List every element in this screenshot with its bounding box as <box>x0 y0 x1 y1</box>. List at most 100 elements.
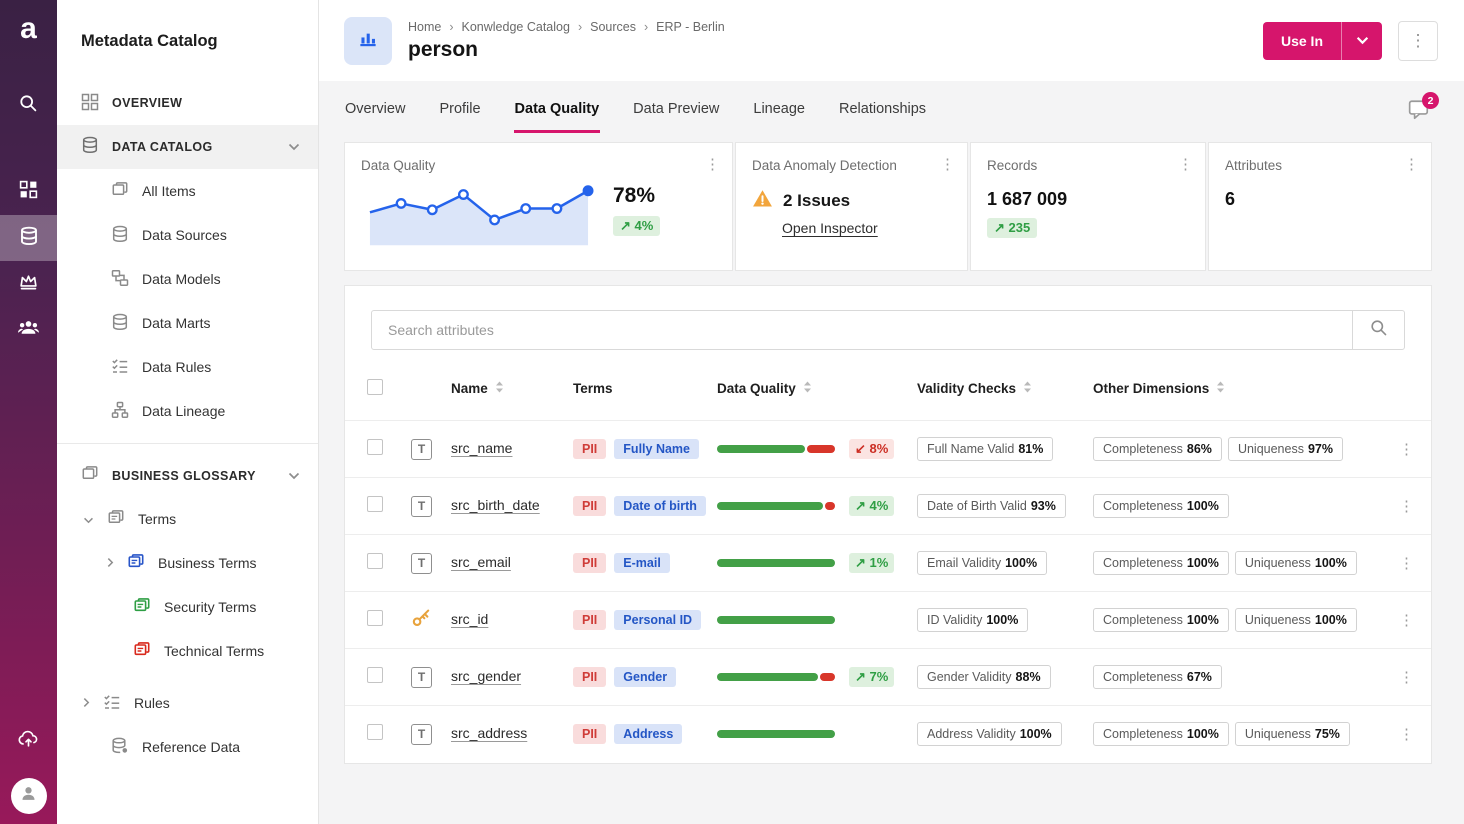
text-type-icon: T <box>411 666 432 688</box>
term-tag[interactable]: E-mail <box>614 553 670 573</box>
sort-by-dimensions[interactable]: Other Dimensions <box>1093 381 1399 396</box>
global-search-button[interactable] <box>0 83 57 129</box>
attribute-name-link[interactable]: src_address <box>451 725 528 741</box>
sort-by-validity[interactable]: Validity Checks <box>917 381 1093 396</box>
card-menu-button[interactable]: ⋮ <box>940 156 955 173</box>
folder-docs-icon <box>107 509 125 529</box>
row-checkbox[interactable] <box>367 723 383 740</box>
sidebar-section-data-catalog[interactable]: DATA CATALOG <box>57 125 318 169</box>
term-tag[interactable]: Personal ID <box>614 610 702 630</box>
row-menu-button[interactable]: ⋮ <box>1399 441 1414 458</box>
notification-count-badge: 2 <box>1422 92 1439 109</box>
breadcrumb-knowledge-catalog[interactable]: Konwledge Catalog <box>441 20 570 34</box>
row-menu-button[interactable]: ⋮ <box>1399 669 1414 686</box>
user-avatar-icon <box>19 784 38 808</box>
sidebar-item-data-models[interactable]: Data Models <box>57 257 318 301</box>
lineage-icon <box>111 401 129 422</box>
tab-overview[interactable]: Overview <box>345 101 406 117</box>
row-menu-button[interactable]: ⋮ <box>1399 498 1414 515</box>
attribute-name-link[interactable]: src_name <box>451 440 513 456</box>
tab-profile[interactable]: Profile <box>439 101 481 117</box>
data-quality-card: Data Quality 78% ↗ 4% ⋮ <box>344 142 733 271</box>
sidebar-item-business-terms[interactable]: Business Terms <box>57 541 318 585</box>
rail-apps-button[interactable] <box>0 169 57 215</box>
sort-by-name[interactable]: Name <box>451 381 573 396</box>
data-quality-bar <box>717 445 835 453</box>
search-submit-button[interactable] <box>1352 311 1404 349</box>
row-checkbox[interactable] <box>367 552 383 569</box>
sidebar-item-label: Technical Terms <box>164 643 265 659</box>
term-tag[interactable]: Fully Name <box>614 439 699 459</box>
sort-by-data-quality[interactable]: Data Quality <box>717 381 917 396</box>
select-all-checkbox[interactable] <box>367 378 383 395</box>
search-input[interactable] <box>372 311 1352 349</box>
breadcrumb-sources[interactable]: Sources <box>570 20 636 34</box>
sidebar-item-reference-data[interactable]: Reference Data <box>57 725 318 769</box>
pii-tag: PII <box>573 724 607 744</box>
column-label: Other Dimensions <box>1093 380 1210 396</box>
open-inspector-link[interactable]: Open Inspector <box>782 220 878 236</box>
row-checkbox[interactable] <box>367 609 383 626</box>
validity-chip: Address Validity 100% <box>917 722 1062 746</box>
term-tag[interactable]: Date of birth <box>614 496 706 516</box>
card-menu-button[interactable]: ⋮ <box>1178 156 1193 173</box>
card-title: Attributes <box>1225 158 1283 173</box>
breadcrumb-erp-berlin[interactable]: ERP - Berlin <box>636 20 725 34</box>
brand-logo[interactable]: a <box>20 11 37 45</box>
sidebar-item-security-terms[interactable]: Security Terms <box>57 585 318 629</box>
data-quality-bar <box>717 730 835 738</box>
chevron-right-icon <box>83 695 90 711</box>
row-checkbox[interactable] <box>367 666 383 683</box>
term-tag[interactable]: Gender <box>614 667 677 687</box>
term-tag[interactable]: Address <box>614 724 683 744</box>
entity-tile <box>344 16 392 65</box>
sidebar-item-data-marts[interactable]: Data Marts <box>57 301 318 345</box>
sidebar-item-overview[interactable]: OVERVIEW <box>57 81 318 125</box>
row-menu-button[interactable]: ⋮ <box>1399 726 1414 743</box>
sidebar-item-all-items[interactable]: All Items <box>57 169 318 213</box>
use-in-dropdown-button[interactable] <box>1342 22 1382 60</box>
attribute-name-link[interactable]: src_gender <box>451 668 522 684</box>
sidebar-item-label: Security Terms <box>164 599 257 615</box>
sidebar-item-rules[interactable]: Rules <box>57 681 318 725</box>
sidebar-item-terms[interactable]: Terms <box>57 497 318 541</box>
data-quality-value: 78% <box>613 184 656 207</box>
rail-sync-button[interactable] <box>0 718 57 764</box>
row-menu-button[interactable]: ⋮ <box>1399 612 1414 629</box>
sidebar-item-technical-terms[interactable]: Technical Terms <box>57 629 318 673</box>
rail-users-button[interactable] <box>0 307 57 353</box>
issues-count: 2 Issues <box>783 191 851 210</box>
sidebar-item-data-lineage[interactable]: Data Lineage <box>57 389 318 433</box>
summary-cards: Data Quality 78% ↗ 4% ⋮ Data Anomaly Det… <box>344 142 1432 271</box>
rail-governance-button[interactable] <box>0 261 57 307</box>
use-in-button[interactable]: Use In <box>1263 21 1342 60</box>
section-label: BUSINESS GLOSSARY <box>112 468 256 483</box>
avatar[interactable] <box>10 778 47 814</box>
attribute-name-link[interactable]: src_birth_date <box>451 497 540 513</box>
page-menu-button[interactable]: ⋮ <box>1398 20 1438 61</box>
comments-button[interactable]: 2 <box>1408 92 1439 125</box>
data-quality-bar <box>717 673 835 681</box>
tab-data-quality[interactable]: Data Quality <box>513 91 601 133</box>
card-menu-button[interactable]: ⋮ <box>705 156 720 173</box>
card-menu-button[interactable]: ⋮ <box>1404 156 1419 173</box>
rail-catalog-button[interactable] <box>0 215 57 261</box>
dimension-chip: Completeness 100% <box>1093 722 1229 746</box>
tab-data-preview[interactable]: Data Preview <box>633 101 720 117</box>
sidebar-item-data-sources[interactable]: Data Sources <box>57 213 318 257</box>
row-menu-button[interactable]: ⋮ <box>1399 555 1414 572</box>
breadcrumb-home[interactable]: Home <box>408 19 442 34</box>
records-card: Records 1 687 009 ↗ 235 ⋮ <box>970 142 1206 271</box>
attribute-name-link[interactable]: src_id <box>451 611 489 627</box>
card-title: Data Anomaly Detection <box>752 158 897 173</box>
table-row: T src_name PII Fully Name ↙ 8% Full Name… <box>345 420 1431 477</box>
sidebar-item-label: Data Marts <box>142 315 211 331</box>
tab-relationships[interactable]: Relationships <box>839 101 927 117</box>
attribute-name-link[interactable]: src_email <box>451 554 511 570</box>
sidebar-item-data-rules[interactable]: Data Rules <box>57 345 318 389</box>
sidebar-section-business-glossary[interactable]: BUSINESS GLOSSARY <box>57 443 318 497</box>
row-checkbox[interactable] <box>367 495 383 512</box>
row-checkbox[interactable] <box>367 438 383 455</box>
chevron-down-icon <box>288 467 300 485</box>
tab-lineage[interactable]: Lineage <box>753 101 805 117</box>
